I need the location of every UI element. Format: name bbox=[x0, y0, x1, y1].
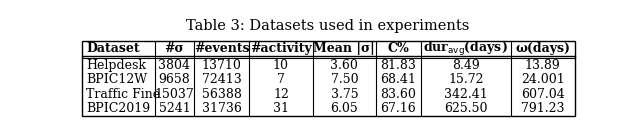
Text: BPIC12W: BPIC12W bbox=[86, 73, 148, 87]
Text: 31736: 31736 bbox=[202, 102, 241, 115]
Text: Helpdesk: Helpdesk bbox=[86, 59, 147, 72]
Text: 56388: 56388 bbox=[202, 88, 241, 101]
Text: 8.49: 8.49 bbox=[452, 59, 480, 72]
Text: 15.72: 15.72 bbox=[448, 73, 484, 87]
Text: 7.50: 7.50 bbox=[330, 73, 358, 87]
Text: 7: 7 bbox=[277, 73, 285, 87]
Text: BPIC2019: BPIC2019 bbox=[86, 102, 150, 115]
Text: 13.89: 13.89 bbox=[525, 59, 561, 72]
Text: dur$_{\rm avg}$(days): dur$_{\rm avg}$(days) bbox=[424, 40, 508, 58]
Text: 3.60: 3.60 bbox=[330, 59, 358, 72]
Text: Table 3: Datasets used in experiments: Table 3: Datasets used in experiments bbox=[186, 19, 470, 33]
Text: 81.83: 81.83 bbox=[380, 59, 417, 72]
Text: 607.04: 607.04 bbox=[521, 88, 564, 101]
Text: 13710: 13710 bbox=[202, 59, 241, 72]
Text: #σ: #σ bbox=[164, 42, 184, 55]
Text: 342.41: 342.41 bbox=[444, 88, 488, 101]
Text: 72413: 72413 bbox=[202, 73, 241, 87]
Text: 791.23: 791.23 bbox=[521, 102, 564, 115]
Text: Traffic Fine: Traffic Fine bbox=[86, 88, 161, 101]
Text: Mean |σ|: Mean |σ| bbox=[314, 42, 375, 55]
Text: Dataset: Dataset bbox=[86, 42, 140, 55]
Text: 24.001: 24.001 bbox=[521, 73, 564, 87]
Text: 67.16: 67.16 bbox=[381, 102, 416, 115]
Text: 12: 12 bbox=[273, 88, 289, 101]
Text: 3.75: 3.75 bbox=[330, 88, 358, 101]
Text: 6.05: 6.05 bbox=[330, 102, 358, 115]
Text: 625.50: 625.50 bbox=[444, 102, 488, 115]
Text: C%: C% bbox=[388, 42, 409, 55]
Bar bbox=[83, 41, 575, 116]
Text: 31: 31 bbox=[273, 102, 289, 115]
Text: 10: 10 bbox=[273, 59, 289, 72]
Text: 68.41: 68.41 bbox=[380, 73, 417, 87]
Text: 3804: 3804 bbox=[159, 59, 191, 72]
Text: 5241: 5241 bbox=[159, 102, 190, 115]
Text: #activity: #activity bbox=[250, 42, 312, 55]
Text: 83.60: 83.60 bbox=[380, 88, 417, 101]
Text: 9658: 9658 bbox=[159, 73, 190, 87]
Text: #events: #events bbox=[194, 42, 250, 55]
Text: 15037: 15037 bbox=[154, 88, 195, 101]
Text: ω(days): ω(days) bbox=[515, 42, 570, 55]
